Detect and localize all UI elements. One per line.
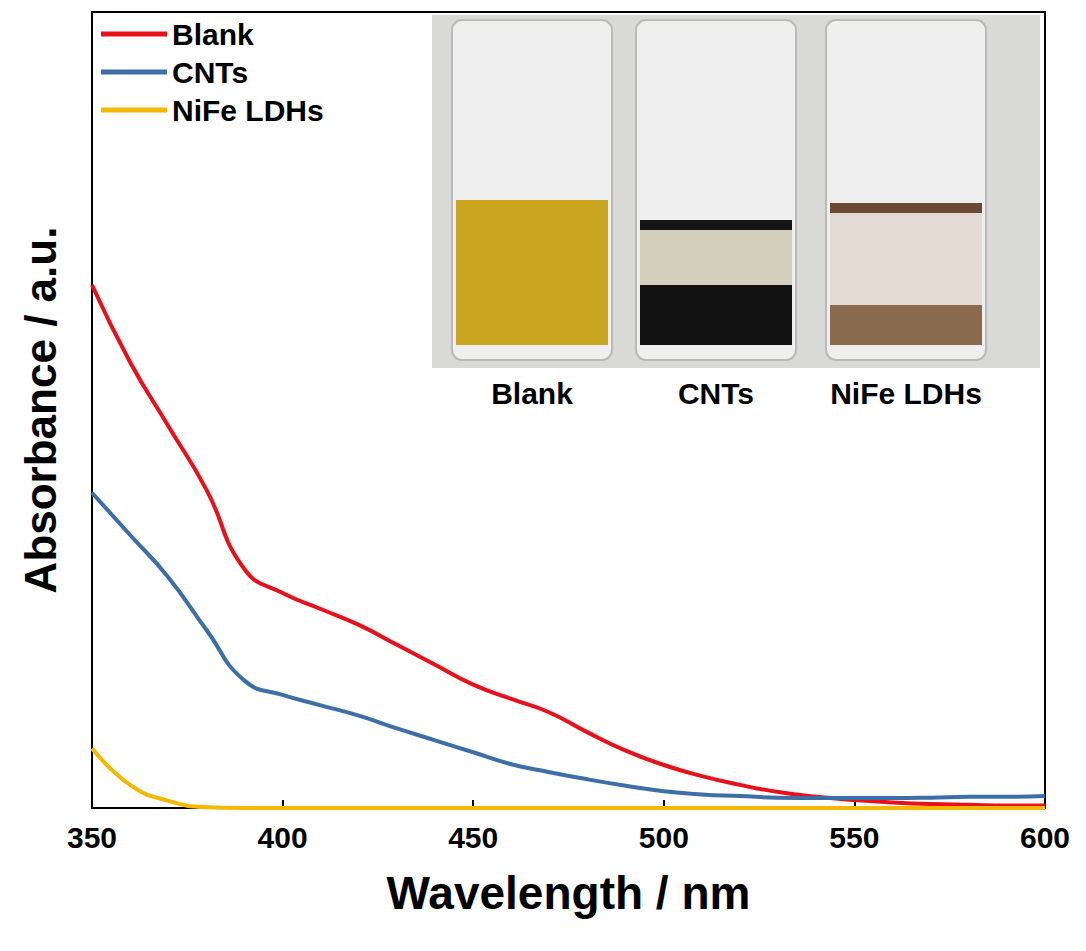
svg-text:CNTs: CNTs	[678, 377, 754, 410]
svg-text:600: 600	[1020, 821, 1070, 854]
svg-text:350: 350	[67, 821, 117, 854]
svg-text:450: 450	[448, 821, 498, 854]
svg-text:Wavelength / nm: Wavelength / nm	[387, 867, 751, 919]
svg-text:CNTs: CNTs	[172, 56, 248, 89]
svg-text:Absorbance / a.u.: Absorbance / a.u.	[16, 227, 65, 594]
svg-text:550: 550	[829, 821, 879, 854]
svg-text:Blank: Blank	[172, 18, 254, 51]
svg-text:Blank: Blank	[491, 377, 573, 410]
svg-text:NiFe LDHs: NiFe LDHs	[830, 377, 982, 410]
svg-text:400: 400	[258, 821, 308, 854]
svg-text:500: 500	[639, 821, 689, 854]
svg-text:NiFe LDHs: NiFe LDHs	[172, 94, 324, 127]
